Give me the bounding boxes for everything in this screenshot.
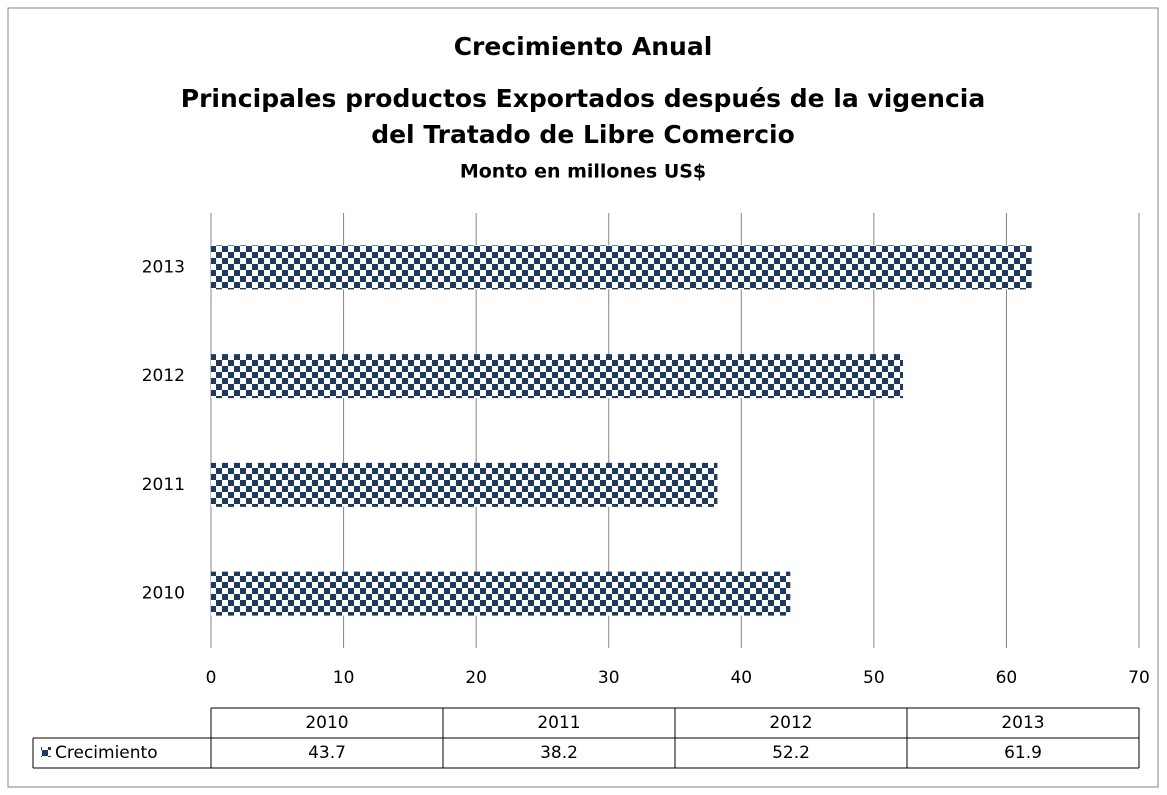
table-header: 2012 xyxy=(769,713,812,733)
y-tick-label: 2013 xyxy=(142,257,185,277)
table-value: 38.2 xyxy=(540,743,578,763)
x-tick-label: 30 xyxy=(598,668,620,688)
bar xyxy=(211,245,1032,290)
table-header: 2011 xyxy=(537,713,580,733)
legend-key xyxy=(41,747,51,757)
table-value: 61.9 xyxy=(1004,743,1042,763)
x-tick-label: 60 xyxy=(996,668,1018,688)
x-tick-label: 10 xyxy=(333,668,355,688)
table-value: 52.2 xyxy=(772,743,810,763)
y-tick-label: 2011 xyxy=(142,475,185,495)
x-tick-label: 0 xyxy=(206,668,217,688)
legend-label: Crecimiento xyxy=(55,743,158,763)
y-tick-label: 2012 xyxy=(142,366,185,386)
bar xyxy=(211,354,904,399)
bar xyxy=(211,462,718,507)
x-tick-label: 50 xyxy=(863,668,885,688)
chart-title: Principales productos Exportados después… xyxy=(181,84,985,113)
x-tick-label: 40 xyxy=(730,668,752,688)
bar xyxy=(211,571,791,616)
y-tick-label: 2010 xyxy=(142,584,185,604)
chart-subtitle: Monto en millones US$ xyxy=(460,161,706,183)
table-header: 2013 xyxy=(1001,713,1044,733)
x-tick-label: 20 xyxy=(465,668,487,688)
table-header: 2010 xyxy=(305,713,348,733)
chart-title: del Tratado de Libre Comercio xyxy=(371,120,795,149)
table-value: 43.7 xyxy=(308,743,346,763)
x-tick-label: 70 xyxy=(1128,668,1150,688)
chart-title: Crecimiento Anual xyxy=(454,32,713,61)
